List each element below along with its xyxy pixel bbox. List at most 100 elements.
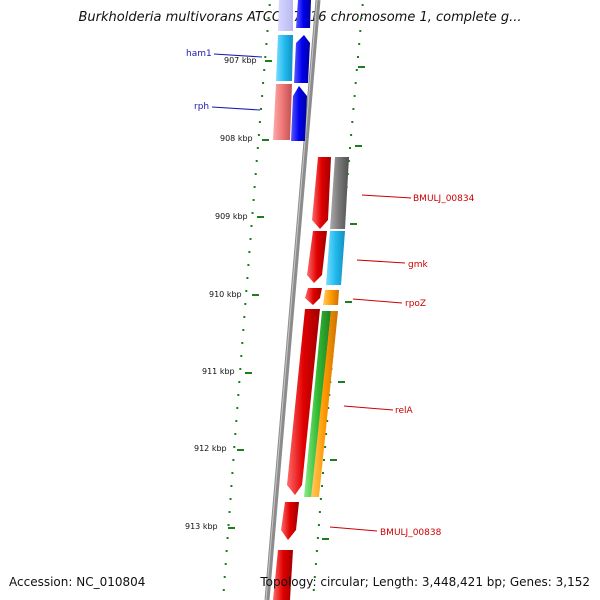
scale-dot [262, 82, 265, 84]
kbp-tick [228, 527, 235, 529]
scale-ring-inner [222, 4, 271, 591]
scale-dot [264, 56, 267, 58]
scale-dot [268, 4, 271, 6]
gene-arrow-gray [330, 157, 349, 229]
gene-arrow-blue [296, 0, 311, 28]
scale-dot [231, 472, 234, 474]
kbp-label: 913 kbp [185, 522, 218, 531]
gene-label-rpoz: rpoZ [405, 299, 426, 309]
gene-label-rph: rph [194, 102, 209, 112]
scale-dot [228, 511, 231, 513]
gene-arrow-orange [323, 290, 339, 305]
gene-arrow-blue [291, 86, 307, 141]
scale-dot [312, 589, 315, 591]
scale-dot [229, 498, 232, 500]
scale-dot [232, 459, 235, 461]
gene-arrow-orange [311, 311, 338, 497]
scale-dot [257, 134, 260, 136]
kbp-labels: 907 kbp 908 kbp 909 kbp 910 kbp 911 kbp … [185, 56, 257, 531]
scale-dot [238, 381, 241, 383]
kbp-tick-outer [330, 459, 337, 461]
scale-dot [359, 30, 362, 32]
scale-dot [254, 173, 257, 175]
genome-backbone-highlight [265, 0, 318, 600]
kbp-tick [262, 139, 269, 141]
leader-gmk [356, 259, 406, 264]
scale-dot [326, 420, 329, 422]
scale-dot [350, 134, 353, 136]
scale-dot [355, 69, 358, 71]
kbp-label: 908 kbp [220, 134, 253, 143]
scale-dot [225, 550, 228, 552]
gene-arrow-blue [294, 35, 310, 83]
scale-dot [358, 43, 361, 45]
kbp-tick-outer [322, 538, 329, 540]
kbp-label: 911 kbp [202, 367, 235, 376]
scale-dot [256, 147, 259, 149]
scale-dot [265, 43, 268, 45]
scale-dot [235, 420, 238, 422]
gene-arrow-red [312, 157, 331, 229]
kbp-tick-outer [358, 66, 365, 68]
scale-dot [250, 225, 253, 227]
gene-arrow-green [304, 311, 331, 497]
scale-dot [255, 160, 258, 162]
scale-dot [327, 407, 330, 409]
scale-dot [244, 303, 247, 305]
kbp-tick [252, 294, 259, 296]
scale-dot [234, 433, 237, 435]
scale-dot [314, 563, 317, 565]
scale-dot [317, 524, 320, 526]
scale-dot [266, 30, 269, 32]
scale-dot [240, 355, 243, 357]
scale-dot [239, 368, 242, 370]
gene-arrow-cyan [276, 35, 293, 81]
scale-dot [236, 407, 239, 409]
gene-label-ham1: ham1 [186, 49, 212, 59]
gene-label-rela: relA [395, 406, 414, 416]
leader-bmulj-00834 [361, 194, 412, 199]
scale-dot [233, 446, 236, 448]
scale-dot [241, 342, 244, 344]
kbp-tick-outer [345, 301, 352, 303]
kbp-tick-outer [350, 223, 357, 225]
scale-dot [349, 147, 351, 149]
scale-dot [351, 121, 354, 123]
kbp-ticks [228, 60, 365, 540]
scale-dot [352, 108, 355, 110]
kbp-tick [265, 60, 272, 62]
scale-dot [325, 433, 328, 435]
kbp-tick [257, 216, 264, 218]
scale-dot [353, 95, 356, 97]
scale-dot [243, 316, 246, 318]
scale-dot [253, 186, 256, 188]
gene-arrow-cyan [326, 231, 345, 285]
leader-ham1 [213, 53, 263, 58]
scale-dot [224, 563, 227, 565]
leader-rpoz [352, 298, 403, 304]
kbp-label: 907 kbp [224, 56, 257, 65]
gene-arrow-red [281, 502, 299, 540]
scale-dot [251, 212, 254, 214]
gene-label-bmulj-00834: BMULJ_00834 [413, 194, 475, 204]
outer-gene-track [291, 0, 349, 497]
leader-rph [211, 106, 261, 111]
scale-dot [248, 251, 251, 253]
scale-dot [226, 537, 229, 539]
scale-dot [242, 329, 245, 331]
scale-dot [361, 4, 364, 6]
genome-backbone [264, 0, 321, 600]
kbp-tick [237, 449, 244, 451]
scale-dot [360, 17, 363, 19]
kbp-tick-outer [355, 145, 362, 147]
scale-dot [347, 160, 350, 162]
gene-label-bmulj-00838: BMULJ_00838 [380, 528, 442, 538]
leader-rela [343, 405, 394, 411]
scale-dot [319, 498, 322, 500]
scale-dot [315, 550, 318, 552]
scale-dot [249, 238, 252, 240]
gene-arrow-pink [273, 84, 292, 140]
kbp-tick [245, 372, 252, 374]
scale-dot [237, 394, 240, 396]
kbp-label: 909 kbp [215, 212, 248, 221]
